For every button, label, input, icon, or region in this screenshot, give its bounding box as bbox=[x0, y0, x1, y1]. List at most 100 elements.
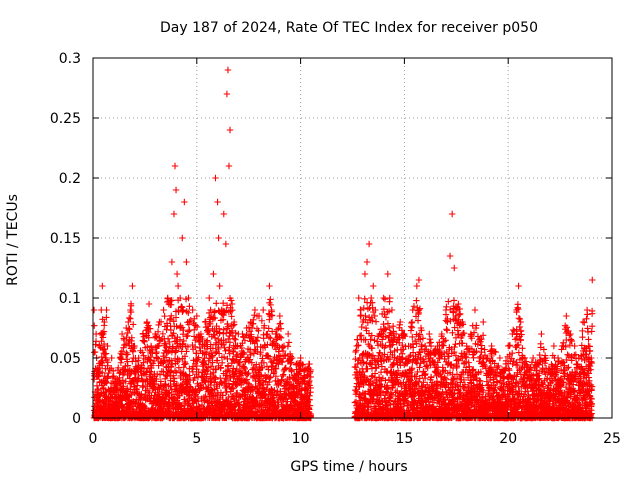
data-point bbox=[229, 306, 236, 314]
data-point bbox=[228, 297, 235, 304]
data-point bbox=[209, 345, 217, 352]
data-point bbox=[213, 300, 220, 307]
data-point bbox=[222, 384, 229, 392]
data-point bbox=[171, 378, 178, 385]
data-point bbox=[248, 331, 255, 338]
data-point bbox=[382, 314, 390, 321]
data-point bbox=[184, 343, 192, 351]
data-point bbox=[163, 393, 171, 400]
data-point bbox=[191, 374, 198, 382]
data-point bbox=[162, 354, 170, 361]
data-point bbox=[183, 333, 190, 340]
data-point bbox=[128, 368, 135, 375]
data-point bbox=[408, 318, 416, 326]
data-point bbox=[225, 335, 232, 343]
data-point bbox=[91, 322, 98, 329]
data-point bbox=[427, 342, 435, 350]
data-point bbox=[145, 334, 152, 341]
data-point bbox=[159, 330, 167, 338]
data-point bbox=[180, 326, 187, 334]
data-point bbox=[220, 326, 227, 333]
data-point bbox=[211, 386, 218, 393]
data-point bbox=[209, 402, 216, 409]
data-point bbox=[223, 376, 231, 384]
data-point bbox=[146, 368, 153, 375]
data-point bbox=[227, 374, 234, 382]
data-point bbox=[195, 397, 202, 405]
data-point bbox=[204, 398, 212, 405]
data-point bbox=[433, 378, 441, 385]
data-point bbox=[217, 364, 224, 372]
data-point bbox=[119, 377, 127, 384]
data-point bbox=[483, 378, 491, 385]
data-point bbox=[98, 353, 105, 361]
data-point bbox=[372, 318, 380, 325]
data-point bbox=[198, 401, 206, 409]
data-point bbox=[180, 364, 187, 371]
data-point bbox=[222, 347, 229, 355]
data-point bbox=[452, 341, 459, 348]
data-point bbox=[456, 311, 463, 318]
data-point bbox=[169, 343, 176, 350]
data-point bbox=[180, 337, 187, 345]
chart-title: Day 187 of 2024, Rate Of TEC Index for r… bbox=[160, 20, 538, 36]
data-point bbox=[155, 342, 163, 349]
data-point bbox=[173, 369, 180, 376]
data-point bbox=[129, 321, 137, 328]
data-point bbox=[147, 353, 155, 361]
data-point bbox=[246, 328, 254, 335]
data-point bbox=[203, 338, 210, 346]
data-point bbox=[161, 312, 168, 320]
data-point bbox=[160, 368, 167, 375]
data-point bbox=[192, 343, 199, 351]
data-point bbox=[99, 346, 107, 354]
data-point bbox=[167, 377, 174, 384]
data-point bbox=[97, 391, 104, 399]
data-point bbox=[161, 399, 168, 407]
data-point bbox=[214, 357, 221, 364]
data-point bbox=[165, 348, 172, 355]
data-point bbox=[127, 302, 135, 310]
data-point bbox=[193, 349, 200, 357]
data-point bbox=[234, 389, 241, 397]
data-point bbox=[207, 320, 214, 328]
data-point bbox=[229, 322, 237, 329]
data-point bbox=[184, 328, 192, 335]
data-point bbox=[224, 323, 232, 330]
data-point bbox=[218, 359, 226, 367]
data-point bbox=[161, 375, 169, 383]
data-point bbox=[408, 323, 415, 330]
data-point bbox=[186, 318, 193, 325]
data-point bbox=[215, 335, 222, 343]
data-point bbox=[163, 344, 170, 351]
data-point bbox=[232, 336, 239, 343]
data-point bbox=[105, 369, 112, 377]
data-point bbox=[229, 327, 236, 335]
data-point bbox=[276, 320, 284, 328]
data-point bbox=[138, 349, 146, 356]
data-point bbox=[226, 350, 233, 357]
data-point bbox=[244, 371, 251, 378]
data-point bbox=[219, 392, 227, 399]
data-point bbox=[175, 356, 183, 364]
data-point bbox=[152, 380, 160, 388]
data-point bbox=[410, 303, 418, 310]
data-point bbox=[98, 369, 106, 377]
data-point bbox=[230, 385, 237, 392]
data-point bbox=[217, 379, 225, 386]
data-point bbox=[178, 303, 185, 310]
data-point bbox=[99, 357, 106, 364]
data-point bbox=[102, 350, 110, 357]
data-point bbox=[168, 360, 176, 368]
data-point bbox=[126, 325, 133, 333]
data-point bbox=[245, 370, 252, 377]
data-point bbox=[226, 339, 234, 346]
data-point bbox=[124, 362, 131, 369]
data-point bbox=[124, 351, 131, 358]
data-point bbox=[92, 338, 100, 345]
data-point bbox=[219, 316, 227, 323]
data-point bbox=[211, 309, 218, 316]
data-point bbox=[153, 348, 160, 356]
data-point bbox=[170, 330, 177, 337]
data-point bbox=[450, 297, 458, 304]
